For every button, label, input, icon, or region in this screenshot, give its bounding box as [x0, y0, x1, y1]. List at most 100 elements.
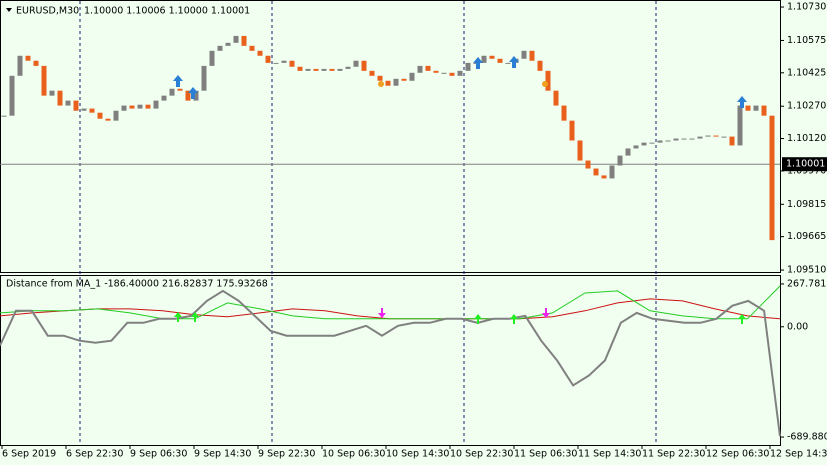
- y-tick-label: 1.10575: [787, 35, 826, 46]
- quote: 1.10000 1.10006 1.10000 1.10001: [84, 6, 250, 17]
- candle: [33, 60, 39, 66]
- candle: [161, 95, 167, 101]
- candle: [641, 142, 647, 146]
- candle: [153, 100, 159, 109]
- candle: [73, 100, 79, 111]
- candle: [97, 112, 103, 119]
- candle: [729, 136, 735, 146]
- candle: [353, 60, 359, 67]
- x-tick-label: 12 Sep 14:30: [770, 449, 827, 460]
- sell-marker: [378, 81, 384, 87]
- symbol-title: EURUSD,M30: [16, 6, 79, 17]
- candle: [657, 140, 663, 143]
- candle: [433, 70, 439, 73]
- candle: [337, 68, 343, 71]
- candle: [201, 65, 207, 91]
- ind-buy-arrow: [474, 314, 482, 324]
- candle: [705, 135, 711, 137]
- candle: [769, 115, 775, 241]
- indicator-line: [0, 285, 781, 320]
- x-tick-label: 10 Sep 14:30: [386, 449, 449, 460]
- candle: [209, 50, 215, 66]
- candle: [409, 72, 415, 81]
- candle: [497, 58, 503, 63]
- candle: [265, 55, 271, 63]
- candle: [17, 55, 23, 76]
- candle: [177, 88, 183, 91]
- ind-buy-arrow: [174, 312, 182, 322]
- candle: [401, 78, 407, 81]
- candle: [633, 145, 639, 149]
- candle: [113, 110, 119, 121]
- candle: [425, 65, 431, 71]
- candle: [617, 155, 623, 166]
- candle: [65, 100, 71, 106]
- candle: [585, 160, 591, 169]
- y-tick-label: 267.78132: [787, 278, 827, 289]
- candle: [121, 105, 127, 111]
- buy-arrow: [188, 87, 198, 99]
- candle: [553, 90, 559, 106]
- ind-sell-arrow: [542, 308, 550, 318]
- main-panel: [0, 0, 781, 273]
- candle: [697, 136, 703, 139]
- buy-arrow: [737, 96, 747, 108]
- candle: [761, 105, 767, 116]
- ind-buy-arrow: [738, 314, 746, 324]
- x-tick-label: 6 Sep 22:30: [66, 449, 123, 460]
- candle: [345, 66, 351, 69]
- candle: [57, 90, 63, 106]
- indicator-title: Distance from MA_1 -186.40000 216.82837 …: [6, 279, 268, 290]
- y-tick-label: 1.10425: [787, 67, 826, 78]
- x-tick-label: 12 Sep 06:30: [706, 449, 769, 460]
- candle: [273, 62, 279, 64]
- x-tick-label: 11 Sep 22:30: [642, 449, 705, 460]
- candle: [489, 55, 495, 59]
- candle: [449, 72, 455, 76]
- candle: [521, 50, 527, 59]
- x-tick-label: 9 Sep 14:30: [194, 449, 251, 460]
- candle: [673, 138, 679, 141]
- candle: [25, 55, 31, 61]
- plot: [0, 35, 781, 437]
- ind-sell-arrow: [378, 308, 386, 318]
- candle: [577, 140, 583, 161]
- candle: [81, 108, 87, 111]
- candle: [169, 88, 175, 96]
- x-tick-label: 10 Sep 22:30: [450, 449, 513, 460]
- candle: [441, 72, 447, 74]
- candle: [561, 105, 567, 121]
- candle: [465, 62, 471, 71]
- candle: [1, 115, 7, 117]
- candle: [369, 70, 375, 76]
- candle: [457, 70, 463, 76]
- y-tick-label: 1.10120: [787, 133, 826, 144]
- y-tick-label: 1.10730: [787, 2, 826, 13]
- candle: [233, 35, 239, 43]
- candle: [217, 45, 223, 51]
- ind-buy-arrow: [510, 314, 518, 324]
- x-tick-label: 9 Sep 22:30: [258, 449, 315, 460]
- candle: [569, 120, 575, 141]
- candle: [481, 55, 487, 63]
- y-tick-label: 1.09815: [787, 199, 826, 210]
- buy-arrow: [509, 56, 519, 68]
- x-tick-label: 11 Sep 14:30: [578, 449, 641, 460]
- candle: [105, 118, 111, 121]
- bid-box: [782, 157, 827, 172]
- indicator-panel: [0, 275, 781, 446]
- candle: [625, 148, 631, 156]
- candle: [681, 138, 687, 140]
- sell-marker: [542, 81, 548, 87]
- candle: [225, 42, 231, 46]
- candle: [41, 65, 47, 96]
- y-tick-label: 1.09665: [787, 231, 826, 242]
- candle: [305, 68, 311, 71]
- candle: [89, 108, 95, 113]
- candle: [417, 65, 423, 73]
- candle: [129, 105, 135, 109]
- indicator-line: [0, 289, 781, 437]
- candle: [593, 168, 599, 176]
